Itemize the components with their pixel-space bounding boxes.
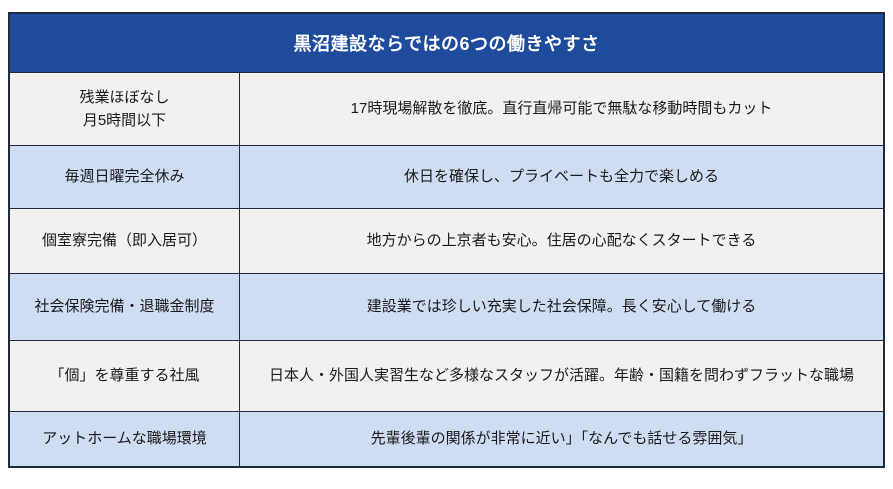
table-row: 「個」を尊重する社風 日本人・外国人実習生など多様なスタッフが活躍。年齢・国籍を… bbox=[10, 340, 883, 411]
table-title: 黒沼建設ならではの6つの働きやすさ bbox=[293, 34, 600, 54]
table-row: 残業ほぼなし 月5時間以下 17時現場解散を徹底。直行直帰可能で無駄な移動時間も… bbox=[10, 72, 883, 145]
feature-description-cell: 先輩後輩の関係が非常に近い」「なんでも話せる雰囲気」 bbox=[370, 430, 753, 448]
feature-label-cell: 残業ほぼなし 月5時間以下 bbox=[10, 73, 240, 145]
feature-description-cell: 日本人・外国人実習生など多様なスタッフが活躍。年齢・国籍を問わずフラットな職場 bbox=[268, 367, 854, 385]
feature-label-cell: 社会保険完備・退職金制度 bbox=[10, 274, 240, 340]
feature-description-cell: 地方からの上京者も安心。住居の心配なくスタートできる bbox=[366, 232, 757, 250]
table-row: 個室寮完備（即入居可） 地方からの上京者も安心。住居の心配なくスタートできる bbox=[10, 208, 883, 273]
feature-description-cell: 建設業では珍しい充実した社会保障。長く安心して働ける bbox=[366, 298, 757, 316]
feature-description-cell: 17時現場解散を徹底。直行直帰可能で無駄な移動時間もカット bbox=[350, 100, 773, 118]
feature-label-cell: 毎週日曜完全休み bbox=[10, 146, 240, 208]
benefits-table: 黒沼建設ならではの6つの働きやすさ 残業ほぼなし 月5時間以下 17時現場解散を… bbox=[8, 12, 885, 468]
table-row: 毎週日曜完全休み 休日を確保し、プライベートも全力で楽しめる bbox=[10, 145, 883, 208]
feature-description-cell: 休日を確保し、プライベートも全力で楽しめる bbox=[403, 168, 719, 186]
table-header: 黒沼建設ならではの6つの働きやすさ bbox=[10, 14, 883, 72]
feature-label-cell: 個室寮完備（即入居可） bbox=[10, 209, 240, 273]
feature-label-cell: アットホームな職場環境 bbox=[10, 412, 240, 466]
table-row: アットホームな職場環境 先輩後輩の関係が非常に近い」「なんでも話せる雰囲気」 bbox=[10, 411, 883, 466]
table-row: 社会保険完備・退職金制度 建設業では珍しい充実した社会保障。長く安心して働ける bbox=[10, 273, 883, 340]
feature-label-cell: 「個」を尊重する社風 bbox=[10, 341, 240, 411]
